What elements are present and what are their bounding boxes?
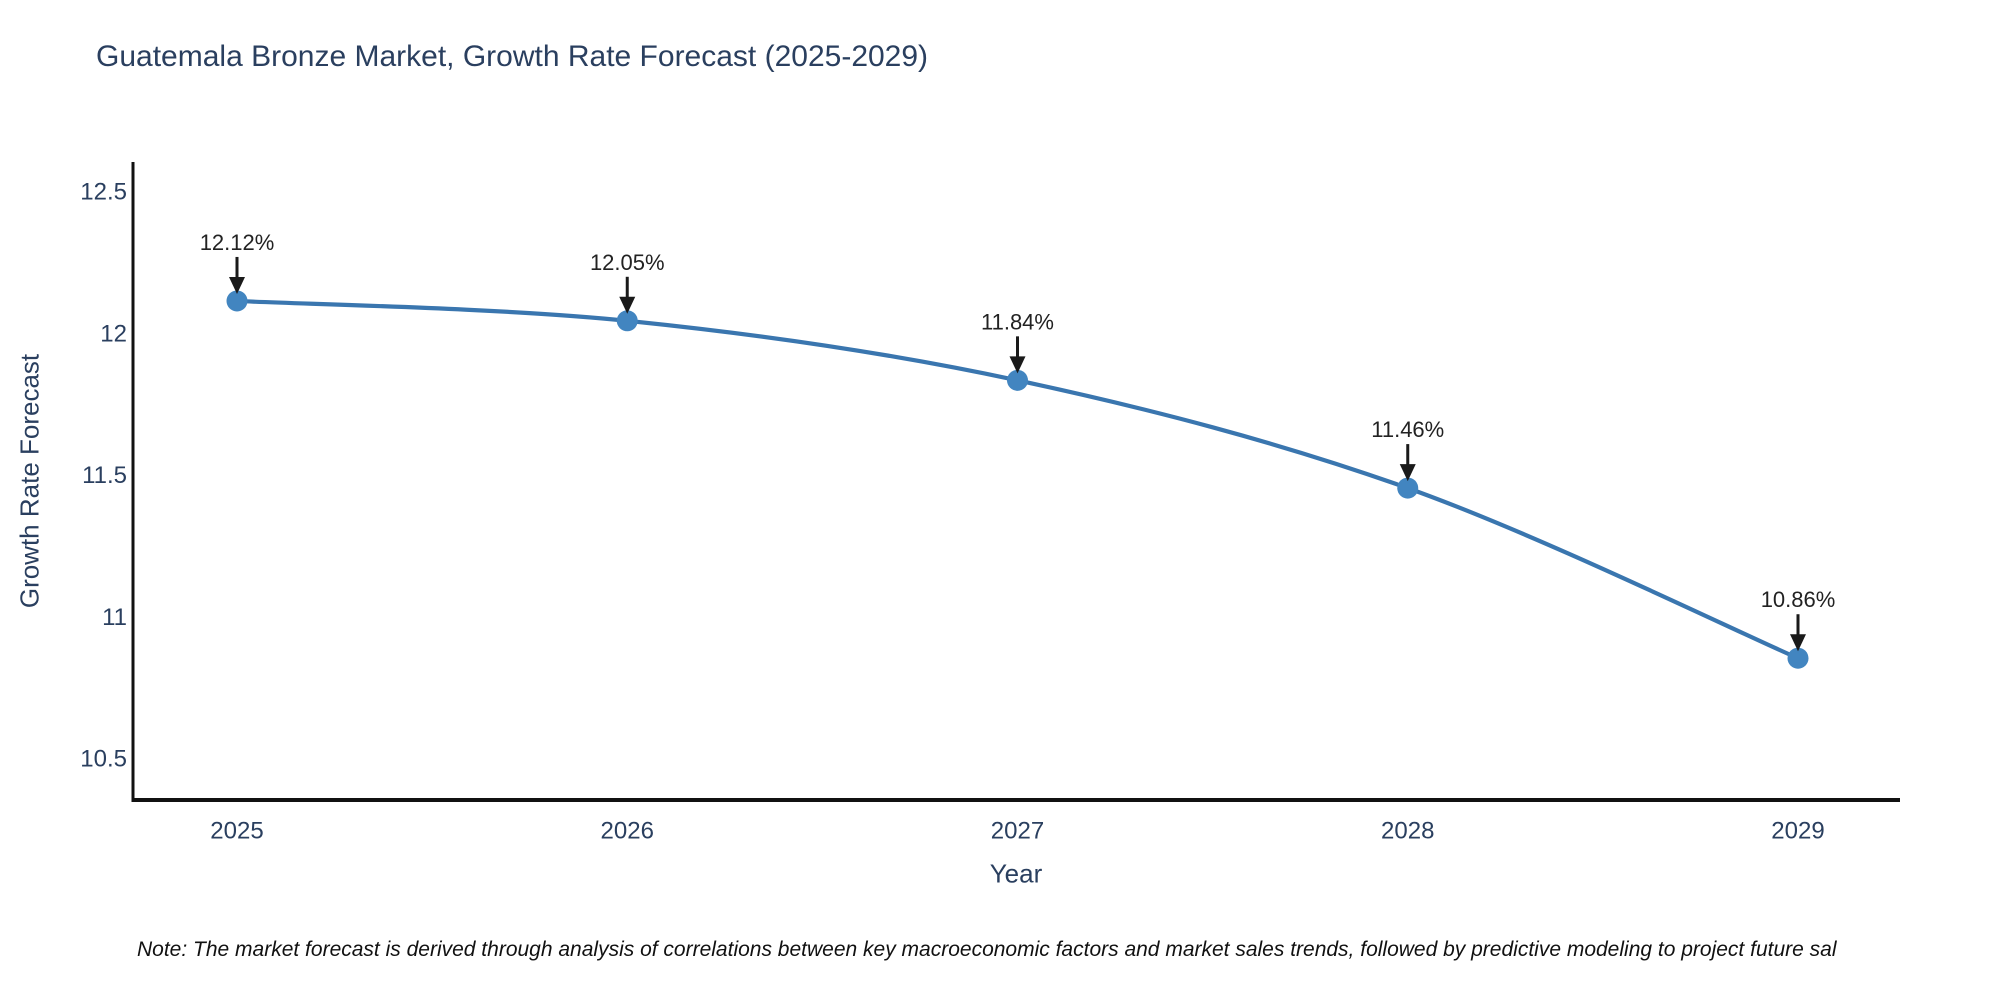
annotation-arrowhead xyxy=(229,276,245,294)
y-tick-label: 12 xyxy=(100,320,127,347)
chart-title: Guatemala Bronze Market, Growth Rate For… xyxy=(96,40,929,73)
x-tick-label: 2027 xyxy=(991,817,1044,844)
x-tick-label: 2028 xyxy=(1381,817,1434,844)
data-point-marker xyxy=(1787,647,1809,669)
data-point-marker xyxy=(616,310,638,332)
y-tick-label: 11 xyxy=(102,604,127,631)
data-point-marker xyxy=(1397,477,1419,499)
footnote: Note: The market forecast is derived thr… xyxy=(137,938,1837,961)
data-point-label: 12.05% xyxy=(590,250,665,275)
x-tick-label: 2025 xyxy=(210,817,263,844)
x-tick-label: 2026 xyxy=(601,817,654,844)
x-axis-title: Year xyxy=(989,858,1043,889)
data-point-marker xyxy=(226,290,248,312)
annotation-arrowhead xyxy=(619,296,636,314)
x-tick-label: 2029 xyxy=(1771,817,1824,844)
data-point-label: 10.86% xyxy=(1761,587,1836,612)
annotation-arrowhead xyxy=(1009,356,1026,374)
data-point-label: 11.46% xyxy=(1371,417,1444,442)
y-axis-title: Growth Rate Forecast xyxy=(14,353,45,609)
data-point-label: 12.12% xyxy=(200,230,275,255)
y-tick-label: 10.5 xyxy=(80,746,127,773)
data-point-label: 11.84% xyxy=(981,309,1054,334)
y-tick-label: 12.5 xyxy=(80,179,127,206)
y-tick-label: 11.5 xyxy=(82,462,127,489)
data-point-marker xyxy=(1007,369,1028,391)
annotation-arrowhead xyxy=(1399,464,1416,482)
annotation-arrowhead xyxy=(1790,634,1806,652)
